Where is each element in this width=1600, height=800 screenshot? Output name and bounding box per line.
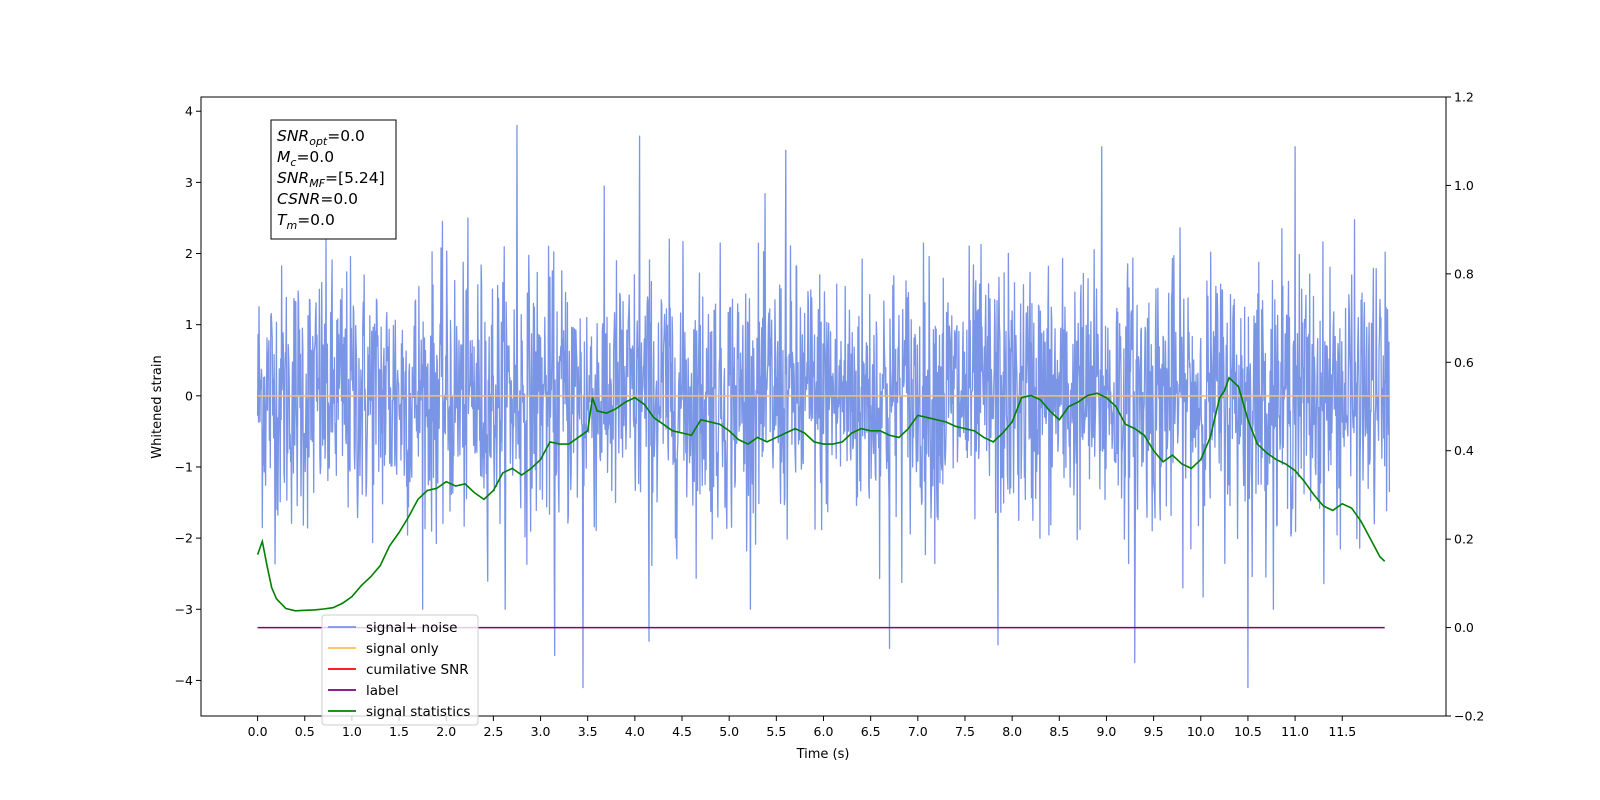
y-right-tick-label: 1.2	[1454, 90, 1474, 105]
x-tick-label: 2.5	[483, 724, 503, 739]
info-line: Tm=0.0	[277, 211, 335, 232]
x-tick-label: 9.0	[1097, 724, 1117, 739]
x-tick-label: 3.5	[578, 724, 598, 739]
info-line: Mc=0.0	[277, 148, 334, 169]
y-tick-label: 4	[185, 104, 193, 119]
x-tick-label: 3.0	[531, 724, 551, 739]
y-right-tick-label: 0.8	[1454, 266, 1474, 281]
x-tick-label: 0.5	[295, 724, 315, 739]
x-tick-label: 5.0	[719, 724, 739, 739]
legend-frame	[321, 614, 479, 726]
x-tick-label: 6.5	[861, 724, 881, 739]
y-tick-label: −1	[175, 459, 193, 474]
info-line: SNRopt=0.0	[277, 127, 365, 148]
y-right-tick-label: 0.6	[1454, 355, 1474, 370]
x-tick-label: 7.0	[908, 724, 928, 739]
x-tick-label: 10.5	[1234, 724, 1262, 739]
x-tick-label: 2.0	[436, 724, 456, 739]
x-tick-label: 1.5	[389, 724, 409, 739]
y-tick-label: 1	[185, 317, 193, 332]
legend-label: signal statistics	[366, 704, 470, 720]
y-right-tick-label: 0.2	[1454, 532, 1474, 547]
x-axis: 0.0 0.5 1.0 1.5 2.0 2.5 3.0 3.5 4.0 4.5 5.0 5.5 6.0 6…	[248, 716, 1356, 739]
series-line-signal-noise	[256, 124, 1391, 689]
x-tick-label: 8.5	[1049, 724, 1069, 739]
x-tick-label: 4.5	[672, 724, 692, 739]
y-right-tick-label: −0.2	[1454, 709, 1484, 724]
y-tick-label: 3	[185, 175, 193, 190]
y-tick-label: 2	[185, 246, 193, 261]
info-line: CSNR=0.0	[277, 190, 358, 208]
info-line: SNRMF=[5.24]	[277, 169, 385, 190]
y-axis-right: −0.2 0.0 0.2 0.4 0.6 0.8 1.0 1.2	[1446, 90, 1484, 724]
x-tick-label: 7.5	[955, 724, 975, 739]
x-tick-label: 5.5	[766, 724, 786, 739]
x-tick-label: 4.0	[625, 724, 645, 739]
info-box-frame	[270, 119, 397, 240]
x-tick-label: 0.0	[248, 724, 268, 739]
x-tick-label: 11.0	[1281, 724, 1309, 739]
x-tick-label: 9.5	[1144, 724, 1164, 739]
legend-label: signal only	[366, 641, 439, 657]
y-axis-label: Whitened strain	[150, 355, 165, 458]
y-tick-label: −3	[175, 602, 193, 617]
legend-label: signal+ noise	[366, 620, 457, 636]
y-tick-label: 0	[185, 388, 193, 403]
series-signal-noise	[256, 124, 1391, 689]
legend-label: cumilative SNR	[366, 662, 469, 678]
x-tick-label: 10.0	[1187, 724, 1215, 739]
y-tick-label: −2	[175, 531, 193, 546]
x-tick-label: 1.0	[342, 724, 362, 739]
y-axis-left: −4 −3 −2 −1 0 1 2 3 4	[175, 104, 201, 688]
legend-label: label	[366, 683, 399, 699]
x-axis-label: Time (s)	[796, 747, 850, 762]
y-right-tick-label: 0.0	[1454, 620, 1474, 635]
series-line-4	[256, 376, 1386, 612]
y-right-tick-label: 1.0	[1454, 178, 1474, 193]
y-tick-label: −4	[175, 673, 193, 688]
y-right-tick-label: 0.4	[1454, 443, 1474, 458]
x-tick-label: 6.0	[814, 724, 834, 739]
x-tick-label: 8.0	[1002, 724, 1022, 739]
x-tick-label: 11.5	[1328, 724, 1356, 739]
legend: signal+ noise signal only cumilative SNR la…	[321, 614, 479, 726]
